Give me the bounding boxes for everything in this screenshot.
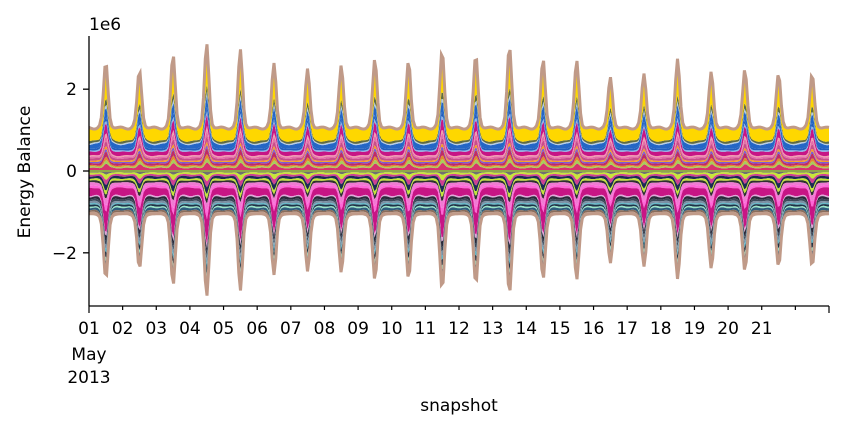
x-tick-label: 05 xyxy=(213,319,235,339)
x-tick-label: 21 xyxy=(751,319,773,339)
area-series-pos-8 xyxy=(89,125,829,158)
area-series-pos-7 xyxy=(89,129,829,159)
area-series-neg-1 xyxy=(89,172,829,182)
x-tick-sublabel: 2013 xyxy=(67,368,110,388)
area-series-neg-18 xyxy=(89,211,829,296)
area-series-neg-17 xyxy=(89,209,829,291)
x-tick-label: 12 xyxy=(448,319,470,339)
area-series-pos-6 xyxy=(89,135,829,161)
x-tick-sublabel: May xyxy=(71,345,106,365)
area-outline-neg xyxy=(88,212,830,296)
x-tick-group: 01 02 03 04 05 06 07 08 09 10 11 12 13 14 15 16 17 18 19 20… xyxy=(67,306,830,388)
area-series-pos-10 xyxy=(89,110,829,152)
x-tick-label: 10 xyxy=(381,319,403,339)
x-tick-label: 16 xyxy=(583,319,605,339)
x-tick-label: 20 xyxy=(717,319,739,339)
area-series-neg-11 xyxy=(89,198,829,260)
x-tick-label: 08 xyxy=(314,319,336,339)
x-tick-label: 04 xyxy=(179,319,201,339)
x-tick-label: 13 xyxy=(482,319,504,339)
y-scale-label: 1e6 xyxy=(89,15,121,35)
area-series-pos-12 xyxy=(89,95,829,149)
x-tick-label: 01 xyxy=(78,319,100,339)
x-tick-label: 11 xyxy=(415,319,437,339)
area-series-pos-11 xyxy=(89,106,829,151)
x-tick-label: 03 xyxy=(145,319,167,339)
area-series-neg-9 xyxy=(89,194,829,249)
area-series-pos-9 xyxy=(89,114,829,157)
y-tick-label: 0 xyxy=(66,162,77,182)
area-series-neg-6 xyxy=(89,182,829,212)
area-series-neg-5 xyxy=(89,180,829,204)
area-series-neg-14 xyxy=(89,204,829,276)
y-axis-label: Energy Balance xyxy=(15,106,35,239)
x-tick-label: 06 xyxy=(246,319,268,339)
area-series-pos-2 xyxy=(89,153,829,168)
area-series-neg-0 xyxy=(89,171,829,176)
y-tick-label: −2 xyxy=(52,244,77,264)
area-series-pos-0 xyxy=(89,162,829,171)
area-series-neg-2 xyxy=(89,173,829,188)
area-series-neg-10 xyxy=(89,196,829,255)
x-tick-label: 15 xyxy=(549,319,571,339)
area-series-pos-13 xyxy=(89,91,829,146)
y-tick-group: −2 0 2 xyxy=(52,80,89,264)
area-series-pos-14 xyxy=(89,84,829,144)
area-series-neg-12 xyxy=(89,200,829,265)
area-series-pos-1 xyxy=(89,158,829,169)
area-series-neg-4 xyxy=(89,178,829,200)
x-tick-label: 17 xyxy=(616,319,638,339)
stacked-area-series xyxy=(88,44,830,296)
x-tick-label: 07 xyxy=(280,319,302,339)
area-series-neg-3 xyxy=(89,175,829,195)
y-tick-label: 2 xyxy=(66,80,77,100)
x-axis-label: snapshot xyxy=(420,396,498,416)
area-series-neg-8 xyxy=(89,187,829,245)
area-series-neg-7 xyxy=(89,184,829,220)
x-tick-label: 18 xyxy=(650,319,672,339)
area-series-pos-5 xyxy=(89,141,829,162)
area-series-neg-13 xyxy=(89,202,829,269)
x-tick-label: 02 xyxy=(112,319,134,339)
area-outline-pos xyxy=(88,44,830,131)
area-series-pos-3 xyxy=(89,147,829,166)
x-tick-label: 09 xyxy=(347,319,369,339)
x-tick-label: 14 xyxy=(515,319,537,339)
x-tick-label: 19 xyxy=(684,319,706,339)
area-series-pos-4 xyxy=(89,144,829,164)
